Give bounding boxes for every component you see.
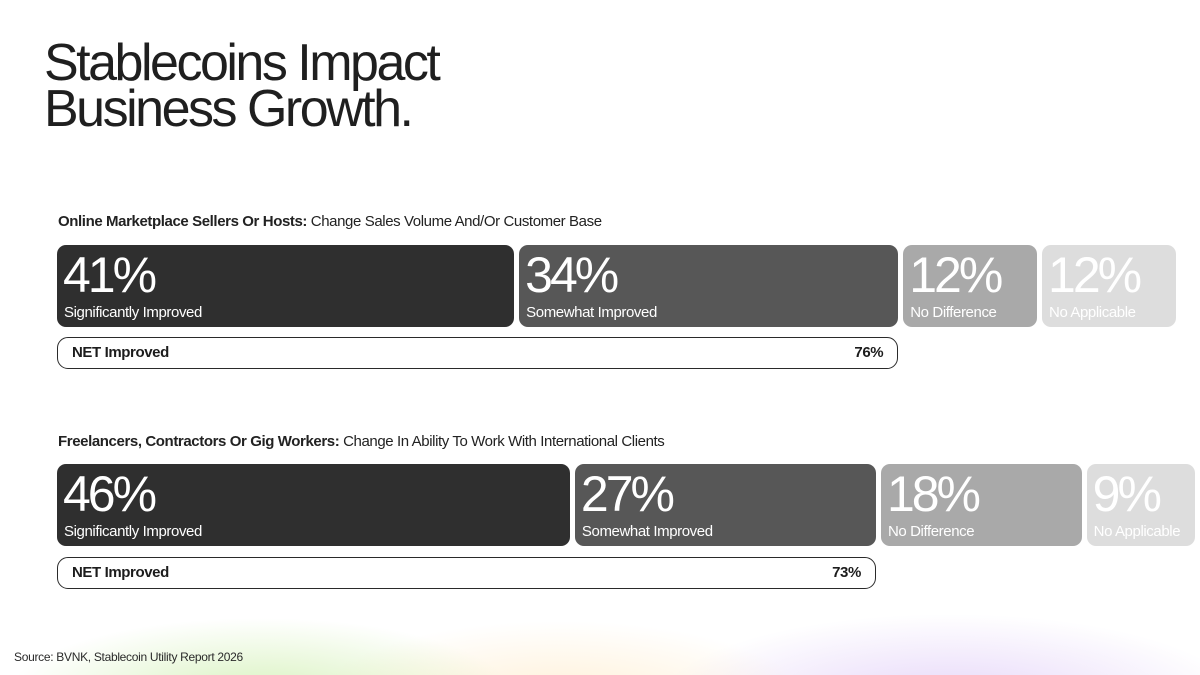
bar-segment-significantly-improved: 41% Significantly Improved [57, 245, 515, 327]
segment-value-label: 46% [63, 466, 157, 522]
net-improved-value: 76% [854, 344, 884, 361]
segment-category-label: No Applicable [1093, 523, 1181, 540]
page-title-line-1: Stablecoins Impact [44, 34, 441, 92]
segment-category-label: No Difference [910, 304, 997, 321]
chart-title-rest: Change In Ability To Work With Internati… [339, 433, 665, 450]
segment-value-label: 34% [525, 247, 619, 303]
source-note: Source: BVNK, Stablecoin Utility Report … [14, 650, 243, 664]
net-improved-label: NET Improved [72, 564, 169, 581]
bar-segment-significantly-improved: 46% Significantly Improved [57, 464, 570, 546]
chart-title-bold: Online Marketplace Sellers Or Hosts: [58, 213, 308, 230]
net-improved-bar: NET Improved 73% [57, 557, 876, 589]
page-title-line-2: Business Growth. [44, 80, 414, 138]
segment-value-label: 18% [886, 466, 981, 522]
bar-segment-no-difference: 12% No Difference [903, 245, 1038, 327]
chart-title: Freelancers, Contractors Or Gig Workers:… [58, 433, 665, 450]
chart-title-bold: Freelancers, Contractors Or Gig Workers: [58, 433, 340, 450]
bar-segment-no-applicable: 9% No Applicable [1086, 464, 1195, 546]
segment-category-label: Significantly Improved [64, 523, 202, 540]
bar-segment-no-difference: 18% No Difference [880, 464, 1082, 546]
chart-title-rest: Change Sales Volume And/Or Customer Base [307, 213, 602, 230]
segment-value-label: 27% [580, 466, 675, 522]
net-improved-label: NET Improved [72, 344, 169, 361]
net-improved-value: 73% [832, 564, 861, 581]
segment-value-label: 12% [909, 247, 1003, 303]
net-improved-bar: NET Improved 76% [57, 337, 899, 369]
segment-value-label: 9% [1092, 466, 1162, 522]
segment-category-label: No Applicable [1049, 304, 1136, 321]
segment-value-label: 12% [1048, 247, 1142, 303]
bar-segment-somewhat-improved: 27% Somewhat Improved [574, 464, 876, 546]
segment-category-label: Somewhat Improved [526, 304, 657, 321]
page-title: Stablecoins Impact Business Growth. [44, 34, 441, 138]
segment-value-label: 41% [63, 247, 157, 303]
segment-category-label: No Difference [887, 523, 975, 540]
segment-category-label: Significantly Improved [64, 304, 202, 321]
bar-segment-somewhat-improved: 34% Somewhat Improved [519, 245, 899, 327]
chart-title: Online Marketplace Sellers Or Hosts: Cha… [58, 213, 602, 230]
bar-segment-no-applicable: 12% No Applicable [1042, 245, 1176, 327]
segment-category-label: Somewhat Improved [581, 523, 713, 540]
